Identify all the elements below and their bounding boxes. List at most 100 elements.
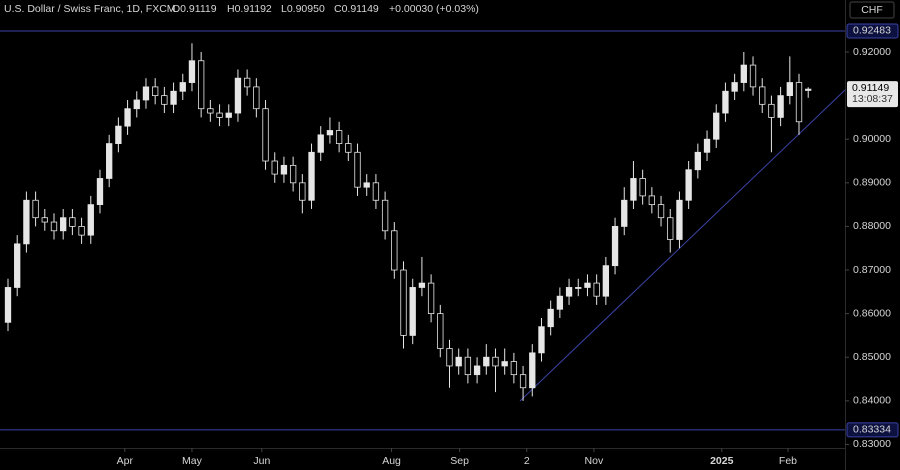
candle-body bbox=[529, 352, 536, 389]
currency-box[interactable] bbox=[849, 1, 895, 19]
level-label-box bbox=[846, 422, 899, 438]
candle-body bbox=[299, 182, 306, 201]
candle-body bbox=[759, 86, 766, 105]
candle-body bbox=[547, 308, 554, 328]
candle-body bbox=[639, 178, 646, 197]
y-tick-label: 0.90000 bbox=[853, 133, 891, 145]
candle-body bbox=[225, 112, 232, 118]
candle-body bbox=[253, 86, 260, 110]
chart-title: U.S. Dollar / Swiss Franc, 1D, FXCM bbox=[4, 3, 176, 15]
candle-body bbox=[78, 226, 85, 236]
header: U.S. Dollar / Swiss Franc, 1D, FXCM O0.9… bbox=[4, 3, 479, 15]
candle-body bbox=[326, 130, 334, 136]
candle-body bbox=[14, 243, 21, 288]
candle-body bbox=[4, 287, 12, 323]
y-tick-label: 0.87000 bbox=[853, 264, 891, 276]
x-tick-label: Aug bbox=[382, 455, 401, 467]
x-tick-label: 2025 bbox=[710, 455, 734, 467]
level-label: 0.92483 bbox=[853, 25, 891, 37]
y-tick-label: 0.86000 bbox=[853, 307, 891, 319]
candle-body bbox=[556, 295, 564, 310]
candle-body bbox=[621, 199, 628, 227]
candle-body bbox=[152, 86, 159, 97]
candle-body bbox=[473, 365, 481, 376]
candle-body bbox=[713, 112, 720, 140]
candle-body bbox=[170, 90, 177, 105]
candle-body bbox=[289, 164, 297, 184]
candle-body bbox=[749, 64, 757, 88]
countdown-label: 13:08:37 bbox=[852, 93, 893, 105]
candle-body bbox=[805, 88, 812, 91]
candle-body bbox=[611, 226, 619, 267]
candle-body bbox=[115, 125, 122, 144]
x-tick-label: Sep bbox=[450, 455, 469, 467]
candle-body bbox=[271, 160, 278, 175]
candle-body bbox=[188, 60, 196, 83]
candle-body bbox=[308, 151, 315, 201]
candle-body bbox=[335, 130, 343, 144]
y-tick-label: 0.85000 bbox=[853, 351, 891, 363]
candle-body bbox=[648, 195, 656, 206]
candle-body bbox=[262, 108, 269, 162]
levels bbox=[0, 30, 845, 431]
candle-body bbox=[657, 204, 665, 219]
candle-body bbox=[483, 356, 490, 367]
currency-label[interactable]: CHF bbox=[861, 4, 883, 16]
candle-body bbox=[234, 77, 242, 114]
candle-body bbox=[667, 217, 674, 240]
candle-body bbox=[381, 199, 389, 232]
candle-body bbox=[69, 217, 76, 227]
y-tick-label: 0.89000 bbox=[853, 177, 891, 189]
candle-body bbox=[437, 313, 444, 349]
x-tick-label: May bbox=[182, 455, 203, 467]
candle-body bbox=[464, 356, 472, 376]
candles bbox=[4, 43, 812, 401]
x-tick-label: Nov bbox=[585, 455, 604, 467]
candle-body bbox=[694, 151, 701, 171]
candle-body bbox=[142, 86, 150, 101]
y-tick-label: 0.88000 bbox=[853, 220, 891, 232]
candle-body bbox=[345, 143, 352, 153]
candle-body bbox=[354, 151, 361, 188]
candle-body bbox=[161, 95, 168, 105]
candle-body bbox=[133, 99, 140, 110]
candle-body bbox=[60, 217, 67, 232]
ohlc-low: L0.90950 bbox=[281, 3, 325, 15]
candle-body bbox=[722, 90, 729, 114]
x-tick-label: Feb bbox=[779, 455, 797, 467]
y-tick-label: 0.92000 bbox=[853, 46, 891, 58]
trendline bbox=[519, 89, 846, 402]
ohlc-high: H0.91192 bbox=[227, 3, 272, 15]
candle-body bbox=[519, 374, 527, 389]
candle-body bbox=[795, 82, 803, 123]
candle-body bbox=[50, 221, 58, 232]
candle-body bbox=[372, 182, 380, 201]
candle-body bbox=[740, 64, 747, 83]
y-tick-label: 0.83000 bbox=[853, 438, 891, 450]
candle-body bbox=[197, 60, 205, 110]
candle-body bbox=[630, 178, 637, 201]
candle-body bbox=[584, 282, 591, 288]
y-tick-label: 0.84000 bbox=[853, 395, 891, 407]
candle-body bbox=[538, 326, 545, 354]
candle-body bbox=[501, 361, 508, 367]
candle-body bbox=[409, 287, 416, 336]
candle-body bbox=[400, 269, 407, 336]
candle-body bbox=[427, 282, 435, 315]
candle-body bbox=[243, 77, 251, 88]
candle-body bbox=[280, 164, 288, 175]
candle-body bbox=[777, 95, 784, 118]
ohlc-change: +0.00030 (+0.03%) bbox=[389, 3, 479, 15]
candle-body bbox=[41, 217, 48, 223]
candle-body bbox=[23, 199, 30, 245]
candle-body bbox=[32, 199, 39, 219]
candle-body bbox=[676, 199, 683, 240]
candle-body bbox=[124, 108, 131, 127]
axis: 0.83000 0.84000 0.85000 0.86000 0.87000 0.880… bbox=[117, 23, 899, 467]
candle-body bbox=[565, 287, 573, 297]
candle-body bbox=[455, 356, 462, 367]
candle-body bbox=[492, 356, 499, 367]
candle-body bbox=[768, 103, 775, 118]
